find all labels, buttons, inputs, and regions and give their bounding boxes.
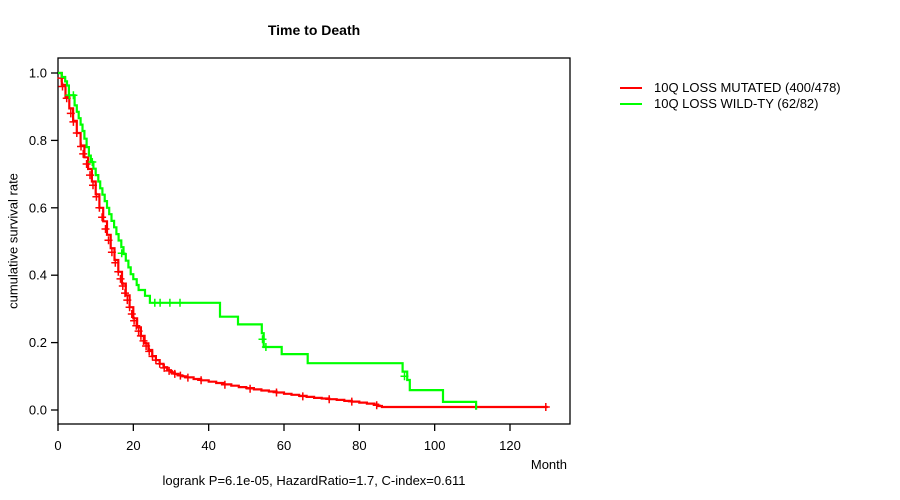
x-tick-label: 20 bbox=[126, 438, 140, 453]
legend-item-wildtype: 10Q LOSS WILD-TY (62/82) bbox=[620, 96, 841, 112]
x-tick-label: 40 bbox=[201, 438, 215, 453]
y-tick-label: 0.8 bbox=[29, 133, 47, 148]
x-axis-label: Month bbox=[530, 457, 567, 472]
x-tick-label: 100 bbox=[424, 438, 446, 453]
legend-item-mutated: 10Q LOSS MUTATED (400/478) bbox=[620, 80, 841, 96]
chart-title: Time to Death bbox=[267, 22, 361, 38]
legend-line-wildtype-icon bbox=[620, 103, 642, 105]
stats-caption: logrank P=6.1e-05, HazardRatio=1.7, C-in… bbox=[162, 473, 466, 488]
legend-label-wildtype: 10Q LOSS WILD-TY (62/82) bbox=[654, 96, 819, 111]
legend-label-mutated: 10Q LOSS MUTATED (400/478) bbox=[654, 80, 841, 95]
y-tick-label: 1.0 bbox=[29, 66, 47, 81]
y-tick-label: 0.2 bbox=[29, 335, 47, 350]
y-tick-label: 0.4 bbox=[29, 268, 47, 283]
x-tick-label: 80 bbox=[352, 438, 366, 453]
x-tick-label: 120 bbox=[499, 438, 521, 453]
legend-line-mutated-icon bbox=[620, 87, 642, 89]
x-tick-label: 60 bbox=[277, 438, 291, 453]
x-tick-label: 0 bbox=[54, 438, 61, 453]
survival-curve-wildtype bbox=[58, 71, 478, 410]
censor-marks-mutated bbox=[57, 74, 550, 411]
plot-box bbox=[57, 57, 571, 425]
y-tick-label: 0.6 bbox=[29, 200, 47, 215]
legend: 10Q LOSS MUTATED (400/478) 10Q LOSS WILD… bbox=[620, 80, 841, 112]
y-tick-label: 0.0 bbox=[29, 403, 47, 418]
survival-curve-mutated bbox=[58, 71, 548, 409]
censor-marks-wildtype bbox=[65, 91, 409, 381]
